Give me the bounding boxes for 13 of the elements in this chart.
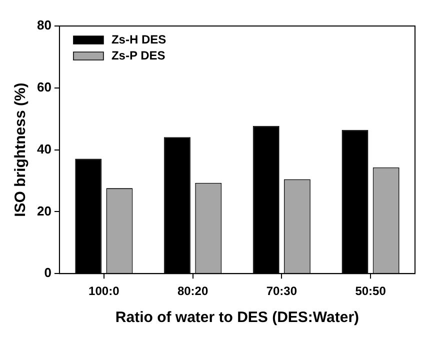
legend-label: Zs-P DES	[111, 48, 166, 62]
legend-label: Zs-H DES	[111, 32, 166, 46]
y-tick-label: 0	[44, 265, 52, 280]
x-tick-label: 80:20	[177, 284, 208, 298]
y-tick-label: 60	[36, 79, 52, 94]
y-axis-title: ISO brightness (%)	[12, 82, 30, 217]
y-tick-label: 80	[36, 18, 52, 33]
x-tick-label: 100:0	[88, 284, 120, 298]
y-tick-label: 40	[36, 141, 52, 156]
y-tick-label: 20	[36, 203, 52, 218]
x-tick-label: 50:50	[355, 284, 386, 298]
x-tick-label: 70:30	[266, 284, 298, 298]
x-axis-title: Ratio of water to DES (DES:Water)	[115, 309, 360, 326]
